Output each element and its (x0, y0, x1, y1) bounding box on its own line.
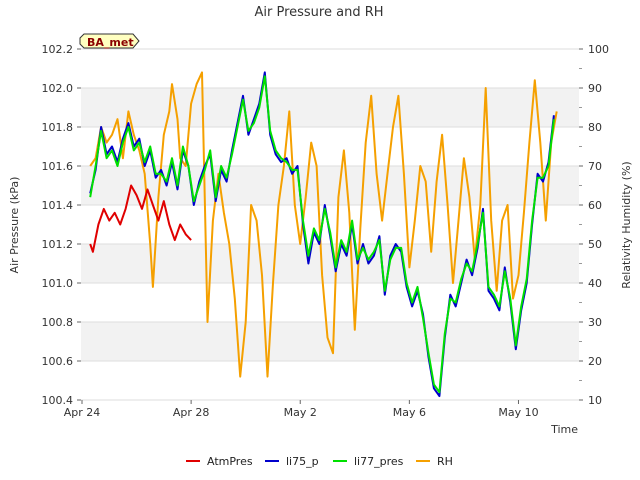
y-right-ticks: 10 20 30 40 50 60 70 80 90 100 (579, 43, 609, 407)
y-left-tick-label: 101.8 (42, 121, 74, 134)
y-right-axis-title: Relativity Humidity (%) (620, 161, 633, 288)
y-right-tick-label: 80 (588, 121, 602, 134)
grid-band (81, 166, 579, 205)
y-left-tick-label: 101.4 (42, 199, 74, 212)
y-left-tick-label: 102.0 (42, 82, 74, 95)
chart-title: Air Pressure and RH (254, 5, 383, 20)
y-left-tick-label: 100.8 (42, 316, 74, 329)
x-axis-title: Time (550, 423, 578, 436)
y-right-tick-label: 20 (588, 355, 602, 368)
y-left-tick-label: 101.0 (42, 277, 74, 290)
y-left-axis-title: Air Pressure (kPa) (8, 177, 21, 274)
y-left-tick-label: 102.2 (42, 43, 74, 56)
x-tick-label: May 10 (498, 406, 538, 419)
y-left-tick-label: 100.6 (42, 355, 74, 368)
x-tick-label: May 2 (284, 406, 317, 419)
legend: AtmPres li75_p li77_pres RH (186, 455, 453, 468)
y-right-tick-label: 40 (588, 277, 602, 290)
y-left-tick-label: 100.4 (42, 394, 74, 407)
legend-label-rh: RH (437, 455, 453, 468)
y-right-tick-label: 90 (588, 82, 602, 95)
grid-band (81, 322, 579, 361)
legend-label-li77_pres: li77_pres (354, 455, 404, 468)
x-ticks: Apr 24 Apr 28 May 2 May 6 May 10 (64, 400, 539, 419)
series-line-atmpres (89, 184, 192, 253)
y-right-tick-label: 50 (588, 238, 602, 251)
y-right-tick-label: 30 (588, 316, 602, 329)
y-right-tick-label: 60 (588, 199, 602, 212)
y-right-tick-label: 70 (588, 160, 602, 173)
legend-label-li75_p: li75_p (286, 455, 319, 468)
y-right-tick-label: 100 (588, 43, 609, 56)
station-label-text: BA_met (87, 36, 134, 49)
legend-label-atmpres: AtmPres (207, 455, 253, 468)
y-left-tick-label: 101.6 (42, 160, 74, 173)
x-tick-label: Apr 28 (173, 406, 210, 419)
y-right-tick-label: 10 (588, 394, 602, 407)
station-label: BA_met (79, 33, 140, 49)
station-label-box (79, 33, 140, 49)
y-left-ticks: 100.4 100.6 100.8 101.0 101.2 101.4 101.6 101.8… (42, 43, 81, 407)
grid-band (81, 88, 579, 127)
x-tick-label: Apr 24 (64, 406, 101, 419)
x-tick-label: May 6 (393, 406, 426, 419)
series-layer (89, 71, 558, 398)
grid-bands (81, 88, 579, 361)
series-line-rh (89, 71, 558, 378)
series-line-li77_pres (89, 75, 555, 394)
y-left-tick-label: 101.2 (42, 238, 74, 251)
